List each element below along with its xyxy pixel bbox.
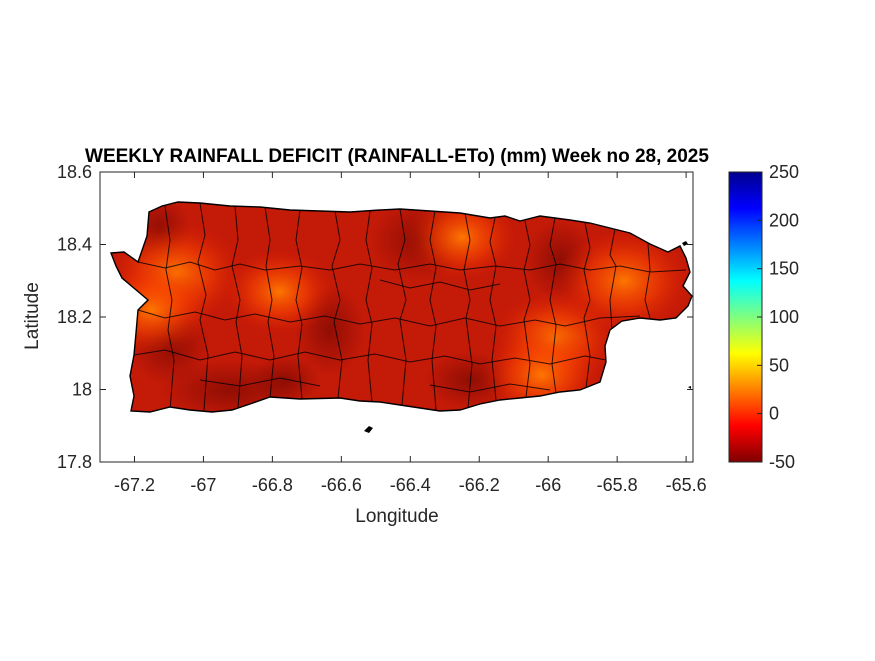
municipality-boundary: [429, 210, 437, 411]
islet-east-cay-1: [682, 241, 688, 246]
municipality-boundary: [137, 261, 687, 273]
chart-title: WEEKLY RAINFALL DEFICIT (RAINFALL-ETo) (…: [85, 146, 709, 167]
municipality-boundary: [264, 206, 275, 399]
colorbar-tick-label: 250: [769, 162, 799, 182]
municipality-boundaries: [133, 202, 687, 411]
y-tick-label: 18.4: [57, 235, 92, 255]
y-axis-label: Latitude: [22, 282, 43, 350]
colorbar-tick-label: -50: [769, 452, 795, 472]
municipality-boundary: [199, 377, 321, 387]
y-tick-label: 17.8: [57, 452, 92, 472]
x-axis-label: Longitude: [355, 506, 438, 527]
municipality-boundary: [523, 220, 531, 398]
municipality-boundary: [295, 209, 303, 400]
colorbar-tick-label: 0: [769, 404, 779, 424]
municipality-boundary: [397, 208, 407, 406]
colorbar: [728, 171, 763, 463]
municipality-boundary: [197, 202, 209, 411]
municipality-boundary: [231, 205, 243, 409]
colorbar-ticks: -50 0 50 100 150 200 250: [757, 162, 799, 472]
colorbar-tick-label: 150: [769, 259, 799, 279]
x-tick-label: -66.2: [459, 475, 500, 495]
x-tick-label: -67: [190, 475, 216, 495]
x-axis: -67.2 -67 -66.8 -66.6 -66.4 -66.2 -66 -65.8 -65.…: [114, 172, 707, 495]
x-tick-label: -66.4: [390, 475, 431, 495]
municipality-boundary: [644, 243, 651, 319]
x-tick-label: -66.6: [321, 475, 362, 495]
x-tick-label: -66.8: [252, 475, 293, 495]
municipality-boundary: [489, 217, 497, 401]
municipality-boundary: [429, 383, 551, 393]
y-tick-label: 18: [72, 380, 92, 400]
municipality-boundary: [463, 212, 473, 409]
colorbar-tick-label: 50: [769, 355, 789, 375]
x-tick-label: -65.8: [597, 475, 638, 495]
x-tick-label: -67.2: [114, 475, 155, 495]
colorbar-tick-label: 100: [769, 307, 799, 327]
y-tick-label: 18.2: [57, 307, 92, 327]
municipality-boundary: [609, 228, 617, 331]
municipality-boundary: [133, 349, 607, 365]
x-tick-label: -66: [535, 475, 561, 495]
x-tick-label: -65.6: [666, 475, 707, 495]
colorbar-tick-label: 200: [769, 210, 799, 230]
municipality-boundary: [331, 210, 343, 399]
municipality-boundary: [164, 205, 175, 411]
municipality-boundary: [379, 279, 501, 291]
y-axis: 17.8 18 18.2 18.4 18.6: [57, 162, 693, 472]
dark-deficit-patch: [250, 355, 320, 405]
municipality-boundary: [549, 217, 557, 394]
island-coastline: [110, 201, 693, 413]
municipality-boundary: [365, 210, 373, 403]
municipality-boundary: [137, 309, 641, 327]
islet-east-cay-2: [688, 386, 691, 389]
islet-caja-de-muertos: [364, 426, 373, 433]
municipality-boundary: [583, 222, 591, 389]
warm-spot: [223, 248, 336, 335]
y-tick-label: 18.6: [57, 162, 92, 182]
